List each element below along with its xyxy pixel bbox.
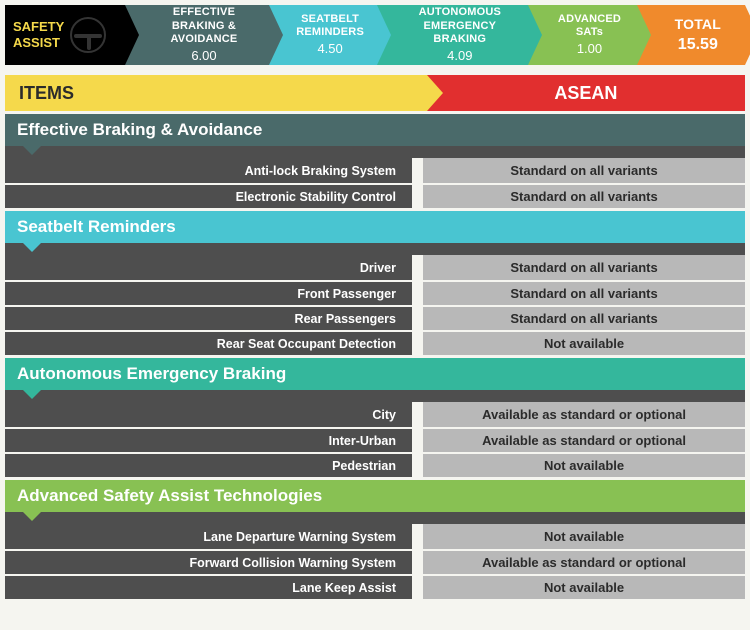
row-spacer	[412, 454, 423, 477]
row-label: Rear Seat Occupant Detection	[5, 332, 412, 355]
asean-header: ASEAN	[427, 75, 745, 111]
row-spacer	[412, 402, 423, 427]
row-spacer	[412, 576, 423, 599]
row-value: Available as standard or optional	[423, 551, 745, 574]
top-chevron-bar: SAFETYASSIST EFFECTIVE BRAKING & AVOIDAN…	[5, 5, 745, 65]
section-notch	[5, 512, 745, 524]
row-spacer	[412, 282, 423, 305]
row-label: Inter-Urban	[5, 429, 412, 452]
row-label: Anti-lock Braking System	[5, 158, 412, 183]
row-spacer	[412, 307, 423, 330]
chevron-value: 4.50	[317, 41, 342, 57]
table-row: City Available as standard or optional	[5, 402, 745, 427]
rows: Lane Departure Warning System Not availab…	[5, 524, 745, 599]
steering-wheel-icon	[70, 17, 106, 53]
row-value: Standard on all variants	[423, 255, 745, 280]
table-row: Driver Standard on all variants	[5, 255, 745, 280]
chevron-value: 15.59	[678, 35, 718, 54]
table-row: Electronic Stability Control Standard on …	[5, 183, 745, 208]
section-notch	[5, 390, 745, 402]
row-label: City	[5, 402, 412, 427]
row-label: Forward Collision Warning System	[5, 551, 412, 574]
section-title: Advanced Safety Assist Technologies	[5, 480, 745, 512]
row-spacer	[412, 429, 423, 452]
chevron-seatbelt: SEATBELT REMINDERS 4.50	[269, 5, 377, 65]
row-spacer	[412, 332, 423, 355]
chevron-title: AUTONOMOUS EMERGENCY BRAKING	[399, 6, 520, 46]
sections-container: Effective Braking & Avoidance Anti-lock B…	[5, 114, 745, 599]
section-title: Autonomous Emergency Braking	[5, 358, 745, 390]
row-label: Driver	[5, 255, 412, 280]
table-row: Pedestrian Not available	[5, 452, 745, 477]
rows: CityAvailable as standard or optionalInt…	[5, 402, 745, 477]
table-row: Anti-lock Braking System Standard on all …	[5, 158, 745, 183]
row-label: Electronic Stability Control	[5, 185, 412, 208]
row-value: Not available	[423, 332, 745, 355]
row-value: Available as standard or optional	[423, 402, 745, 427]
chevron-total: TOTAL 15.59	[637, 5, 745, 65]
section-title: Effective Braking & Avoidance	[5, 114, 745, 146]
chevron-safety-assist: SAFETYASSIST	[5, 5, 125, 65]
section-notch	[5, 146, 745, 158]
row-value: Standard on all variants	[423, 307, 745, 330]
rows: Anti-lock Braking System Standard on all …	[5, 158, 745, 208]
row-spacer	[412, 255, 423, 280]
table-header-row: ITEMS ASEAN	[5, 75, 745, 111]
table-row: Rear Seat Occupant Detection Not availabl…	[5, 330, 745, 355]
chevron-value: 6.00	[191, 48, 216, 64]
table-row: Lane Departure Warning System Not availab…	[5, 524, 745, 549]
row-label: Front Passenger	[5, 282, 412, 305]
row-value: Standard on all variants	[423, 158, 745, 183]
row-spacer	[412, 551, 423, 574]
chevron-title: EFFECTIVE BRAKING & AVOIDANCE	[147, 6, 261, 46]
table-row: Inter-Urban Available as standard or opti…	[5, 427, 745, 452]
row-spacer	[412, 524, 423, 549]
chevron-sat: ADVANCED SATs 1.00	[528, 5, 636, 65]
row-spacer	[412, 185, 423, 208]
row-value: Not available	[423, 454, 745, 477]
chevron-effective-braking: EFFECTIVE BRAKING & AVOIDANCE 6.00	[125, 5, 269, 65]
section-sat: Advanced Safety Assist Technologies Lane …	[5, 480, 745, 599]
chevron-value: 4.09	[447, 48, 472, 64]
safety-assist-label: SAFETYASSIST	[13, 19, 64, 50]
row-label: Rear Passengers	[5, 307, 412, 330]
row-value: Available as standard or optional	[423, 429, 745, 452]
row-value: Not available	[423, 576, 745, 599]
table-row: Rear Passengers Standard on all variants	[5, 305, 745, 330]
chevron-aeb: AUTONOMOUS EMERGENCY BRAKING 4.09	[377, 5, 528, 65]
rows: DriverStandard on all variantsFront Pass…	[5, 255, 745, 355]
section-aeb: Autonomous Emergency Braking City Availabl…	[5, 358, 745, 477]
row-value: Not available	[423, 524, 745, 549]
chevron-title: SEATBELT REMINDERS	[291, 13, 369, 39]
table-row: Forward Collision Warning System Availabl…	[5, 549, 745, 574]
section-notch	[5, 243, 745, 255]
chevron-title: ADVANCED SATs	[550, 13, 628, 39]
table-row: Lane Keep Assist Not available	[5, 574, 745, 599]
section-title: Seatbelt Reminders	[5, 211, 745, 243]
row-label: Pedestrian	[5, 454, 412, 477]
row-value: Standard on all variants	[423, 185, 745, 208]
section-sb: Seatbelt Reminders Driver Standard on all …	[5, 211, 745, 355]
row-spacer	[412, 158, 423, 183]
chevron-title: TOTAL	[675, 16, 721, 33]
row-value: Standard on all variants	[423, 282, 745, 305]
chevron-value: 1.00	[577, 41, 602, 57]
section-eba: Effective Braking & Avoidance Anti-lock B…	[5, 114, 745, 208]
row-label: Lane Departure Warning System	[5, 524, 412, 549]
row-label: Lane Keep Assist	[5, 576, 412, 599]
items-header: ITEMS	[5, 75, 427, 111]
table-row: Front Passenger Standard on all variants	[5, 280, 745, 305]
